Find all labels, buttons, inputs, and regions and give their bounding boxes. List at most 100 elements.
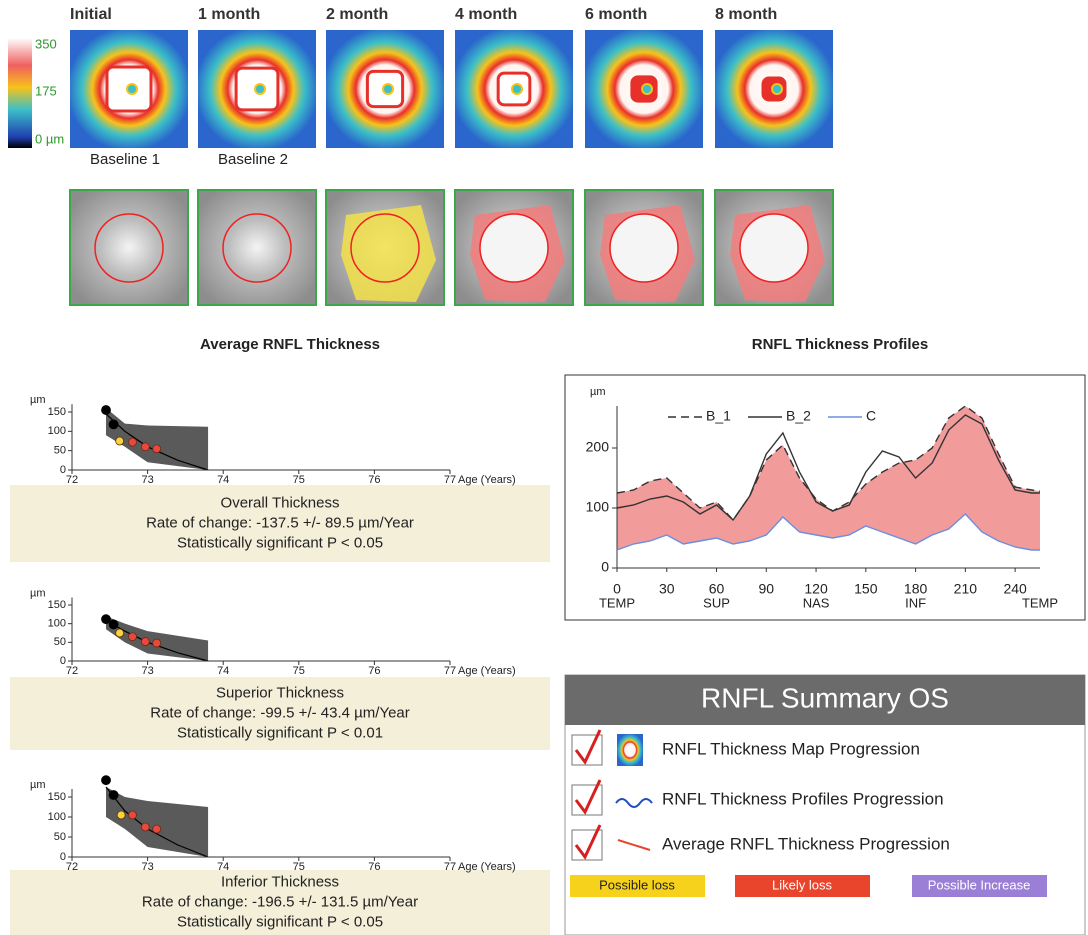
- x-tick-label: 120: [804, 581, 828, 597]
- color-bar: [8, 38, 32, 148]
- data-point: [116, 629, 124, 637]
- caption-rate: Rate of change: -196.5 +/- 131.5 µm/Year: [142, 893, 418, 910]
- summary-item: RNFL Thickness Map Progression: [662, 739, 920, 758]
- data-point: [128, 633, 136, 641]
- x-tick-label: 76: [368, 474, 380, 486]
- x-tick-label: 74: [217, 665, 229, 677]
- x-tick-label: 77: [444, 861, 456, 873]
- cup: [642, 84, 652, 94]
- caption-rate: Rate of change: -99.5 +/- 43.4 µm/Year: [150, 704, 410, 721]
- y-axis-label: µm: [590, 386, 606, 398]
- x-tick-label: 72: [66, 474, 78, 486]
- caption-title: Inferior Thickness: [221, 873, 339, 890]
- data-point: [109, 420, 118, 429]
- x-tick-label: 90: [759, 581, 775, 597]
- data-point: [128, 438, 136, 446]
- data-point: [102, 776, 111, 785]
- x-tick-label: 74: [217, 861, 229, 873]
- scale-label: 175: [35, 83, 57, 98]
- map-label: 4 month: [455, 6, 517, 23]
- data-point: [141, 823, 149, 831]
- map-label: 1 month: [198, 6, 260, 23]
- x-tick-label: 210: [954, 581, 978, 597]
- y-tick-label: 150: [48, 791, 66, 803]
- x-tick-label: 75: [293, 665, 305, 677]
- scale-label: 350: [35, 36, 57, 51]
- y-tick-label: 50: [54, 831, 66, 843]
- y-tick-label: 200: [586, 439, 610, 455]
- data-point: [102, 406, 111, 415]
- legend-chip-label: Possible Increase: [928, 877, 1031, 892]
- x-tick-label: 76: [368, 861, 380, 873]
- fundus: [198, 190, 316, 305]
- data-point: [153, 445, 161, 453]
- x-region-label: SUP: [703, 595, 730, 610]
- fundus-label: Baseline 2: [218, 151, 288, 168]
- data-point: [141, 638, 149, 646]
- caption-significance: Statistically significant P < 0.05: [177, 534, 383, 551]
- x-tick-label: 76: [368, 665, 380, 677]
- data-point: [109, 620, 118, 629]
- x-axis-label: Age (Years): [458, 474, 516, 486]
- y-tick-label: 0: [601, 559, 609, 575]
- caption-title: Overall Thickness: [221, 494, 340, 511]
- cup: [255, 84, 265, 94]
- fundus: [70, 190, 188, 305]
- page: {"color_scale": {"labels": ["350", "175"…: [0, 0, 1088, 935]
- x-tick-label: 75: [293, 861, 305, 873]
- x-tick-label: 75: [293, 474, 305, 486]
- x-tick-label: 60: [709, 581, 725, 597]
- y-axis-label: µm: [30, 587, 46, 599]
- scan-circle: [480, 214, 548, 282]
- x-tick-label: 77: [444, 665, 456, 677]
- data-point: [116, 437, 124, 445]
- cup: [383, 84, 393, 94]
- map-label: 2 month: [326, 6, 388, 23]
- caption-rate: Rate of change: -137.5 +/- 89.5 µm/Year: [146, 514, 414, 531]
- legend-label: B_1: [706, 408, 731, 424]
- data-point: [128, 811, 136, 819]
- data-point: [153, 639, 161, 647]
- y-tick-label: 100: [586, 499, 610, 515]
- y-tick-label: 100: [48, 811, 66, 823]
- section-title: Average RNFL Thickness: [200, 336, 380, 353]
- caption-significance: Statistically significant P < 0.05: [177, 913, 383, 930]
- y-axis-label: µm: [30, 394, 46, 406]
- section-title: RNFL Thickness Profiles: [752, 336, 928, 353]
- change-overlay: [341, 205, 436, 302]
- x-tick-label: 30: [659, 581, 675, 597]
- fundus-label: Baseline 1: [90, 151, 160, 168]
- legend-chip-label: Likely loss: [772, 877, 832, 892]
- x-tick-label: 0: [613, 581, 621, 597]
- map-label: 8 month: [715, 6, 777, 23]
- x-tick-label: 73: [141, 665, 153, 677]
- x-tick-label: 73: [141, 474, 153, 486]
- x-tick-label: 72: [66, 861, 78, 873]
- data-point: [117, 811, 125, 819]
- y-tick-label: 150: [48, 599, 66, 611]
- x-region-label: INF: [905, 595, 926, 610]
- legend-label: C: [866, 408, 876, 424]
- x-axis-label: Age (Years): [458, 861, 516, 873]
- x-tick-label: 74: [217, 474, 229, 486]
- data-point: [153, 825, 161, 833]
- caption-significance: Statistically significant P < 0.01: [177, 724, 383, 741]
- caption-title: Superior Thickness: [216, 684, 344, 701]
- y-axis-label: µm: [30, 779, 46, 791]
- legend-chip-label: Possible loss: [599, 877, 675, 892]
- x-tick-label: 180: [904, 581, 928, 597]
- y-tick-label: 100: [48, 618, 66, 630]
- confidence-band: [106, 787, 208, 857]
- x-region-label: TEMP: [1022, 595, 1058, 610]
- summary-title: RNFL Summary OS: [701, 682, 949, 713]
- cup: [772, 84, 782, 94]
- y-tick-label: 50: [54, 445, 66, 457]
- y-tick-label: 50: [54, 636, 66, 648]
- y-tick-label: 150: [48, 406, 66, 418]
- data-point: [141, 443, 149, 451]
- x-tick-label: 72: [66, 665, 78, 677]
- x-tick-label: 150: [854, 581, 878, 597]
- cup: [512, 84, 522, 94]
- scan-circle: [610, 214, 678, 282]
- summary-item: Average RNFL Thickness Progression: [662, 834, 950, 853]
